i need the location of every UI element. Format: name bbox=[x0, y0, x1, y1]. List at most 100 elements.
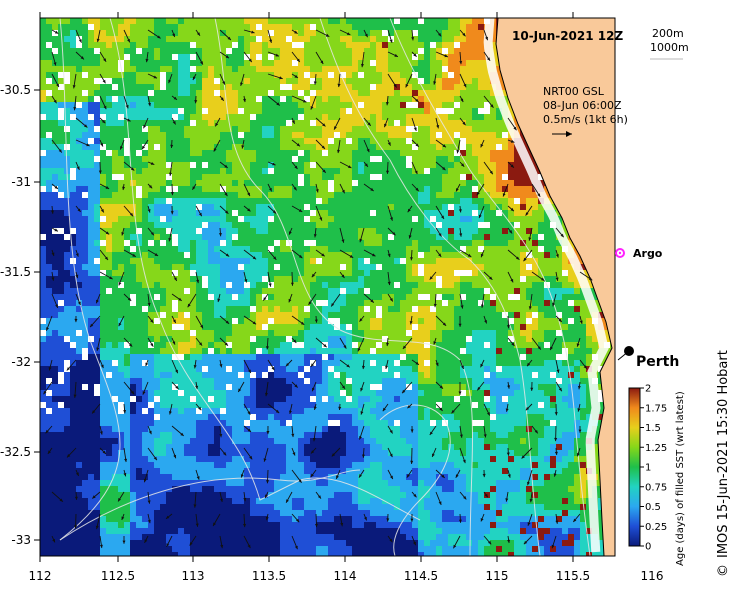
current-arrowhead bbox=[157, 35, 161, 39]
current-arrowhead bbox=[294, 545, 298, 550]
current-arrowhead bbox=[285, 363, 290, 367]
current-arrowhead bbox=[269, 187, 272, 192]
current-arrowhead bbox=[170, 144, 174, 148]
current-arrowhead bbox=[382, 407, 386, 412]
current-arrowhead bbox=[120, 146, 123, 150]
current-arrowhead bbox=[198, 406, 202, 411]
current-arrowhead bbox=[95, 525, 99, 530]
current-arrowhead bbox=[467, 253, 472, 257]
current-arrowhead bbox=[528, 306, 532, 310]
current-arrowhead bbox=[147, 209, 151, 213]
current-arrowhead bbox=[331, 453, 336, 457]
current-arrowhead bbox=[224, 164, 228, 168]
current-arrowhead bbox=[103, 105, 107, 110]
current-arrowhead bbox=[122, 540, 126, 544]
current-arrowhead bbox=[527, 522, 531, 526]
current-arrowhead bbox=[541, 277, 545, 281]
current-arrowhead bbox=[489, 170, 493, 175]
current-arrowhead bbox=[523, 257, 527, 262]
current-arrowhead bbox=[558, 318, 562, 322]
current-arrowhead bbox=[290, 282, 294, 286]
current-arrowhead bbox=[193, 504, 197, 508]
current-arrowhead bbox=[43, 390, 47, 395]
current-arrowhead bbox=[555, 254, 559, 258]
current-arrowhead bbox=[227, 36, 231, 40]
current-arrowhead bbox=[122, 186, 126, 190]
current-arrowhead bbox=[248, 58, 252, 63]
current-arrowhead bbox=[458, 391, 462, 395]
axis-ticks bbox=[34, 12, 574, 562]
current-arrowhead bbox=[407, 208, 411, 213]
current-arrowhead bbox=[461, 365, 464, 369]
current-arrowhead bbox=[364, 33, 368, 38]
current-arrowhead bbox=[456, 149, 460, 154]
current-arrowhead bbox=[537, 346, 541, 350]
current-arrowhead bbox=[346, 364, 350, 368]
current-arrowhead bbox=[247, 411, 251, 415]
current-arrowhead bbox=[322, 123, 326, 127]
current-arrowhead bbox=[45, 429, 49, 434]
current-arrowhead bbox=[150, 319, 154, 323]
current-arrowhead bbox=[54, 30, 59, 34]
current-arrowhead bbox=[148, 102, 151, 107]
current-arrowhead bbox=[168, 79, 172, 84]
current-arrowhead bbox=[172, 121, 176, 125]
current-arrowhead bbox=[455, 474, 459, 478]
current-arrowhead bbox=[311, 273, 315, 278]
current-arrowhead bbox=[402, 345, 407, 349]
current-arrowhead bbox=[558, 387, 562, 392]
current-arrowhead bbox=[150, 162, 155, 165]
current-arrowhead bbox=[187, 303, 191, 308]
current-arrowhead bbox=[118, 282, 122, 286]
current-arrowhead bbox=[578, 429, 582, 433]
current-arrowhead bbox=[394, 53, 398, 57]
current-arrowhead bbox=[315, 189, 319, 193]
current-arrowhead bbox=[104, 256, 108, 260]
y-tick-label: -32 bbox=[11, 355, 31, 369]
current-arrowhead bbox=[433, 303, 437, 308]
current-arrowhead bbox=[314, 319, 318, 323]
current-arrowhead bbox=[385, 102, 389, 106]
current-arrowhead bbox=[429, 276, 433, 280]
current-arrowhead bbox=[482, 473, 486, 478]
current-arrowhead bbox=[276, 102, 280, 106]
current-arrowhead bbox=[118, 498, 121, 502]
current-arrowhead bbox=[438, 501, 442, 505]
current-arrowhead bbox=[222, 81, 225, 85]
current-arrowhead bbox=[483, 434, 487, 438]
current-arrowhead bbox=[516, 256, 520, 260]
map-title: 10-Jun-2021 12Z bbox=[512, 29, 623, 43]
current-arrowhead bbox=[84, 124, 88, 128]
current-arrowhead bbox=[59, 498, 63, 502]
current-arrowhead bbox=[279, 76, 283, 80]
current-arrowhead bbox=[266, 480, 270, 484]
current-arrowhead bbox=[75, 472, 79, 476]
current-arrowhead bbox=[172, 341, 176, 345]
current-arrowhead bbox=[100, 143, 103, 147]
current-arrowhead bbox=[384, 123, 387, 128]
current-arrowhead bbox=[579, 320, 583, 324]
current-arrowhead bbox=[213, 148, 217, 152]
current-arrowhead bbox=[127, 38, 130, 43]
current-arrowhead bbox=[266, 431, 270, 435]
current-arrowhead bbox=[197, 32, 200, 36]
current-arrowhead bbox=[296, 58, 300, 62]
current-arrowhead bbox=[194, 100, 198, 104]
current-arrowhead bbox=[170, 192, 174, 196]
current-arrowhead bbox=[96, 38, 100, 43]
current-arrowhead bbox=[77, 208, 81, 212]
depth-contour bbox=[109, 18, 421, 521]
current-arrowhead bbox=[303, 99, 307, 103]
current-arrowhead bbox=[263, 297, 267, 301]
current-arrowhead bbox=[55, 304, 58, 308]
current-arrowhead bbox=[413, 541, 416, 546]
current-arrowhead bbox=[66, 367, 70, 371]
current-arrowhead bbox=[192, 186, 196, 190]
current-arrowhead bbox=[459, 61, 463, 65]
current-arrowhead bbox=[389, 430, 393, 434]
current-arrowhead bbox=[220, 544, 224, 549]
current-arrowhead bbox=[362, 454, 365, 458]
current-arrowhead bbox=[459, 434, 463, 438]
current-arrowhead bbox=[147, 500, 151, 504]
current-arrowhead bbox=[560, 233, 564, 238]
